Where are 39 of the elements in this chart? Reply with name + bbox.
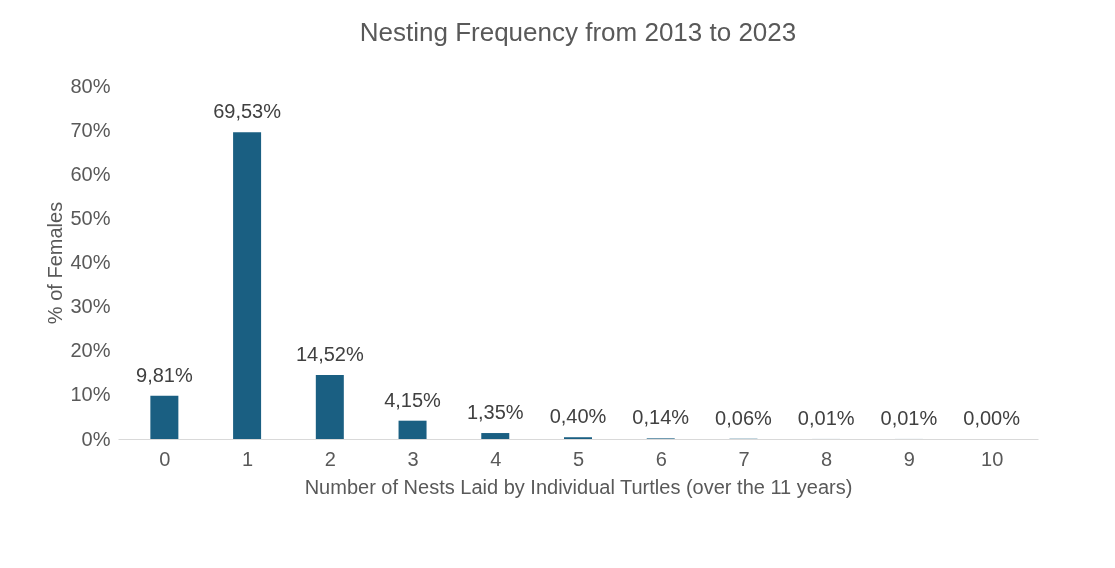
data-label: 0,01% — [797, 406, 855, 429]
x-axis-title: Number of Nests Laid by Individual Turtles (over the 11 years) — [304, 475, 853, 498]
y-tick-label: 20% — [70, 339, 111, 362]
x-tick-label: 5 — [572, 447, 585, 470]
x-tick-label: 3 — [407, 447, 419, 470]
y-tick-label: 80% — [70, 74, 111, 97]
data-label: 0,40% — [549, 405, 607, 428]
data-label: 0,06% — [715, 406, 773, 429]
x-tick-label: 4 — [490, 447, 502, 470]
data-label: 0,14% — [632, 406, 690, 429]
x-tick-label: 8 — [821, 447, 833, 470]
x-tick-label: 10 — [981, 447, 1004, 470]
bar — [398, 420, 427, 439]
bar — [481, 433, 510, 439]
x-tick-label: 7 — [738, 447, 750, 470]
y-tick-label: 70% — [70, 118, 111, 141]
x-tick-label: 6 — [655, 447, 667, 470]
y-tick-label: 0% — [81, 427, 111, 450]
data-label: 69,53% — [213, 100, 282, 123]
x-tick-label: 1 — [242, 447, 254, 470]
x-tick-label: 9 — [903, 447, 915, 470]
data-label: 14,52% — [295, 342, 364, 365]
y-tick-label: 60% — [70, 162, 111, 185]
data-label: 9,81% — [136, 363, 193, 386]
x-tick-label: 2 — [324, 447, 336, 470]
data-label: 0,00% — [963, 407, 1021, 429]
chart-title: Nesting Frequency from 2013 to 2023 — [359, 17, 797, 47]
bar — [150, 395, 179, 439]
y-tick-label: 50% — [70, 206, 111, 229]
y-tick-label: 10% — [70, 383, 111, 406]
data-label: 0,01% — [880, 406, 938, 429]
y-axis-title: % of Females — [44, 201, 67, 325]
y-tick-label: 30% — [70, 295, 111, 318]
data-label: 4,15% — [384, 388, 442, 411]
data-label: 1,35% — [466, 401, 524, 424]
y-tick-label: 40% — [70, 251, 111, 273]
bar — [233, 132, 262, 439]
bar — [315, 374, 344, 439]
x-tick-label: 0 — [159, 447, 171, 470]
